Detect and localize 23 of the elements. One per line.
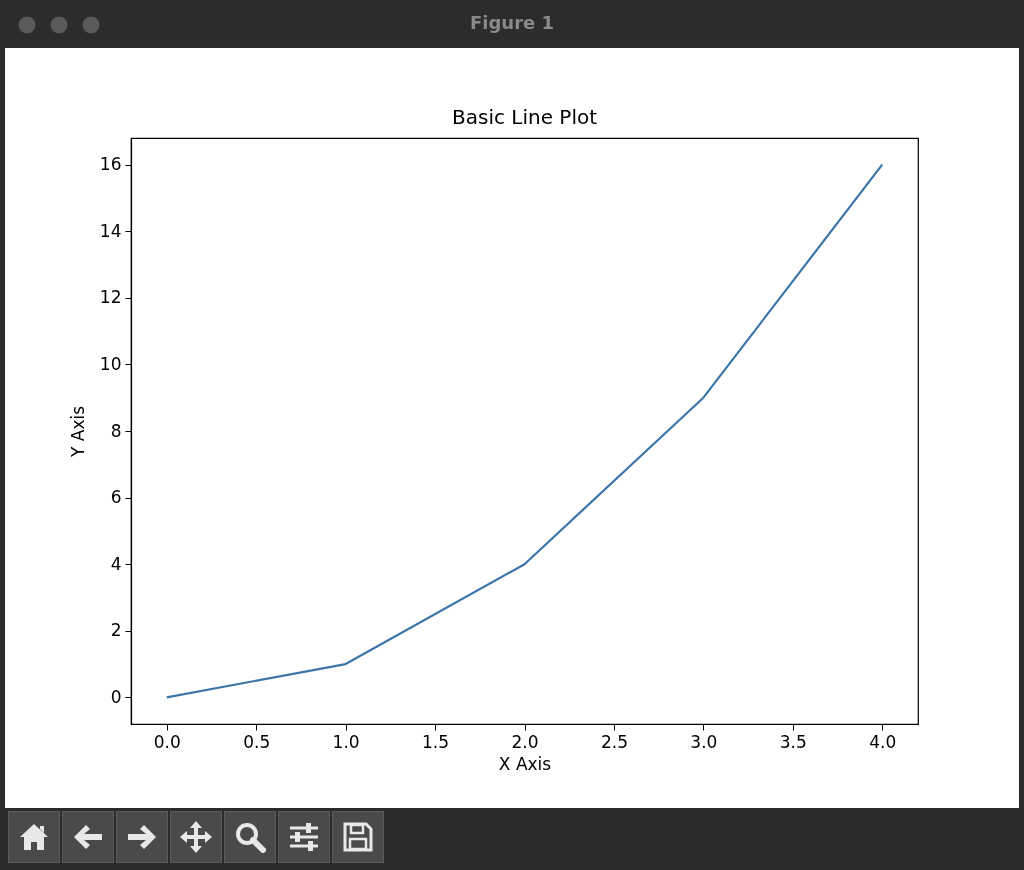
line-series <box>165 163 884 699</box>
chart-title: Basic Line Plot <box>451 105 598 129</box>
y-tick-label: 10 <box>99 353 122 374</box>
y-tick-label: 14 <box>99 220 122 241</box>
x-tick-label: 3.0 <box>690 731 718 752</box>
x-tick-label: 4.0 <box>869 731 897 752</box>
y-tick-label: 8 <box>110 420 122 441</box>
y-tick-label: 4 <box>110 553 122 574</box>
x-tick-label: 3.5 <box>779 731 807 752</box>
y-axis-title: Y Axis <box>67 405 88 459</box>
y-tick-label: 16 <box>99 154 122 175</box>
caption: Figure 1 <box>468 12 555 33</box>
x-tick-label: 1.0 <box>332 731 360 752</box>
x-tick-label: 0.0 <box>153 731 181 752</box>
x-tick-label: 2.0 <box>511 731 539 752</box>
x-tick-label: 0.5 <box>243 731 271 752</box>
y-tick-label: 6 <box>110 487 122 508</box>
x-axis-title: X Axis <box>498 753 552 774</box>
y-tick-label: 12 <box>99 287 122 308</box>
y-tick-label: 2 <box>110 620 122 641</box>
x-tick-label: 1.5 <box>422 731 450 752</box>
y-tick-label: 0 <box>110 686 122 707</box>
x-tick-label: 2.5 <box>600 731 628 752</box>
